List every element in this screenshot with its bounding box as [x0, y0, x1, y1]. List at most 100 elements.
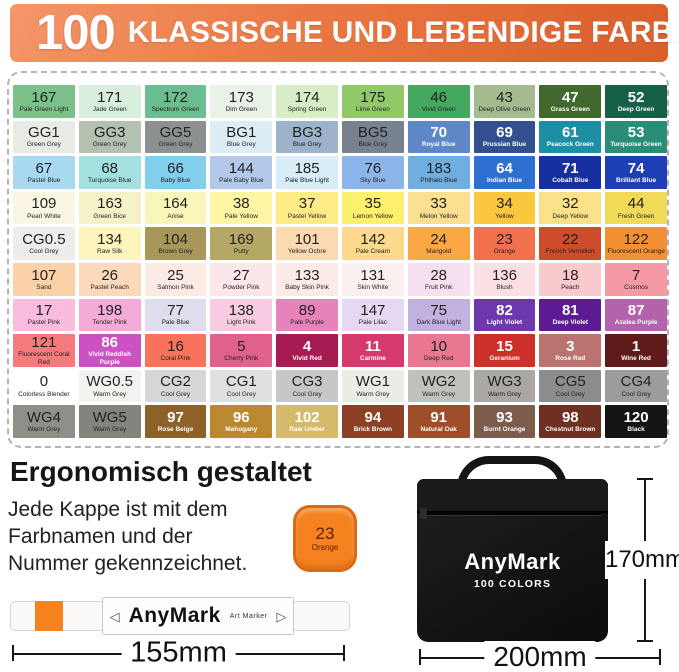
- swatch-name: Fluorescent Coral Red: [18, 351, 70, 366]
- swatch-name: Warm Grey: [27, 426, 61, 434]
- swatch-name: Melon Yellow: [419, 212, 458, 220]
- swatch-number: 94: [364, 408, 382, 426]
- swatch-name: Phthalo Blue: [420, 177, 458, 184]
- color-swatch-89: 89 Pale Purple: [276, 298, 338, 332]
- color-swatch-173: 173 Dim Green: [210, 85, 273, 118]
- swatch-name: Dim Green: [225, 105, 257, 113]
- swatch-name: Light Pink: [227, 319, 256, 327]
- swatch-name: Fluorescent Orange: [607, 248, 665, 256]
- swatch-name: Jade Green: [92, 105, 127, 113]
- swatch-number: 23: [496, 230, 513, 248]
- swatch-number: 102: [294, 408, 320, 426]
- swatch-number: 93: [496, 408, 513, 426]
- swatch-name: Blush: [496, 283, 513, 291]
- swatch-name: Rose Red: [555, 355, 586, 362]
- swatch-number: 53: [627, 124, 645, 142]
- swatch-number: 172: [162, 88, 188, 106]
- swatch-name: Dark Blue Light: [416, 319, 461, 327]
- cap-color-name: Orange: [311, 543, 339, 553]
- case-height-label: 170mm: [604, 541, 679, 579]
- swatch-number: 142: [360, 230, 386, 248]
- swatch-number: 183: [426, 159, 452, 177]
- swatch-name: Cool Grey: [160, 390, 191, 398]
- swatch-name: Turquoise Blue: [87, 177, 132, 184]
- swatch-number: 98: [561, 408, 579, 426]
- swatch-name: Baby Blue: [160, 177, 191, 184]
- color-swatch-34: 34 Yellow: [473, 191, 536, 225]
- swatch-number: 69: [496, 124, 513, 142]
- ergonomic-paragraph: Jede Kappe ist mit dem Farbnamen und der…: [8, 496, 247, 577]
- swatch-name: Chestnut Brown: [545, 426, 596, 434]
- dimension-tick: [12, 645, 14, 661]
- swatch-number: 46: [430, 88, 448, 106]
- swatch-name: Burnt Orange: [483, 426, 526, 434]
- swatch-number: 89: [298, 302, 316, 320]
- swatch-name: Anise: [167, 212, 184, 220]
- swatch-name: Natural Oak: [420, 426, 457, 434]
- marker-pen: ◁ AnyMark Art Marker ▷: [10, 597, 350, 635]
- color-swatch-198: 198 Tender Pink: [78, 298, 141, 332]
- swatch-name: Cool Grey: [555, 390, 585, 398]
- color-swatch-174: 174 Spring Green: [276, 85, 338, 118]
- color-swatch-35: 35 Lemon Yellow: [341, 191, 404, 225]
- color-swatch-70: 70 Royal Blue: [407, 120, 470, 154]
- swatch-number: 138: [228, 302, 254, 320]
- color-swatch-GG5: GG5 Green Grey: [144, 120, 207, 154]
- swatch-number: CG1: [225, 373, 257, 391]
- swatch-name: Pale Purple: [290, 319, 324, 327]
- ergonomic-line-1: Jede Kappe ist mit dem: [8, 498, 228, 521]
- swatch-name: Pale Lilac: [358, 319, 387, 327]
- swatch-number: 38: [232, 195, 250, 213]
- swatch-number: 96: [232, 408, 250, 426]
- swatch-name: Yellow: [495, 212, 514, 220]
- swatch-number: 16: [167, 337, 184, 355]
- swatch-number: 43: [496, 88, 513, 106]
- swatch-number: WG2: [421, 373, 456, 391]
- header-title: KLASSISCHE UND LEBENDIGE FARBEN: [127, 16, 679, 49]
- swatch-number: 15: [496, 337, 513, 355]
- color-swatch-169: 169 Putty: [210, 227, 273, 260]
- color-swatch-CG1: CG1 Cool Grey: [210, 369, 273, 403]
- swatch-number: 7: [631, 266, 641, 284]
- color-grid: 167 Pale Green Light 171 Jade Green 172 Spect…: [13, 85, 667, 438]
- swatch-name: Baby Skin Pink: [285, 283, 329, 291]
- color-swatch-27: 27 Powder Pink: [210, 262, 273, 296]
- swatch-number: CG4: [620, 373, 652, 391]
- swatch-number: BG3: [292, 124, 323, 142]
- swatch-name: Grass Green: [550, 105, 590, 113]
- color-swatch-147: 147 Pale Lilac: [341, 298, 404, 332]
- color-swatch-142: 142 Pale Cream: [341, 227, 404, 260]
- swatch-name: Light Violet: [486, 319, 523, 327]
- swatch-number: 104: [162, 230, 188, 248]
- swatch-name: Cosmos: [624, 283, 648, 291]
- color-swatch-23: 23 Orange: [473, 227, 536, 260]
- color-swatch-133: 133 Baby Skin Pink: [276, 262, 338, 296]
- swatch-name: Royal Blue: [421, 141, 456, 149]
- case-width-label: 200mm: [484, 641, 596, 672]
- color-swatch-74: 74 Brilliant Blue: [605, 156, 667, 189]
- zipper-pull-icon: [420, 508, 427, 519]
- swatch-number: 1: [631, 337, 641, 355]
- color-swatch-GG3: GG3 Green Grey: [78, 120, 141, 154]
- swatch-number: 147: [360, 302, 386, 320]
- swatch-number: CG3: [291, 373, 323, 391]
- color-swatch-32: 32 Deep Yellow: [539, 191, 602, 225]
- swatch-name: Tender Pink: [92, 319, 127, 327]
- swatch-number: 68: [101, 159, 119, 177]
- swatch-name: Pale Yellow: [224, 212, 258, 220]
- color-swatch-82: 82 Light Violet: [473, 298, 536, 332]
- swatch-name: Cherry Pink: [224, 355, 259, 362]
- swatch-number: 167: [31, 88, 57, 106]
- swatch-name: Deep Olive Green: [478, 105, 531, 113]
- fine-nib-icon: ▷: [276, 608, 287, 624]
- color-swatch-5: 5 Cherry Pink: [210, 334, 273, 367]
- color-swatch-37: 37 Pastel Yellow: [276, 191, 338, 225]
- color-swatch-69: 69 Prussian Blue: [473, 120, 536, 154]
- color-swatch-76: 76 Sky Blue: [341, 156, 404, 189]
- swatch-name: Cool Grey: [29, 248, 59, 256]
- swatch-name: Salmon Pink: [157, 283, 194, 291]
- marker-barrel: ◁ AnyMark Art Marker ▷: [102, 597, 294, 635]
- dimension-tick: [419, 649, 421, 665]
- color-swatch-24: 24 Marigold: [407, 227, 470, 260]
- swatch-dashed-frame: [7, 71, 669, 448]
